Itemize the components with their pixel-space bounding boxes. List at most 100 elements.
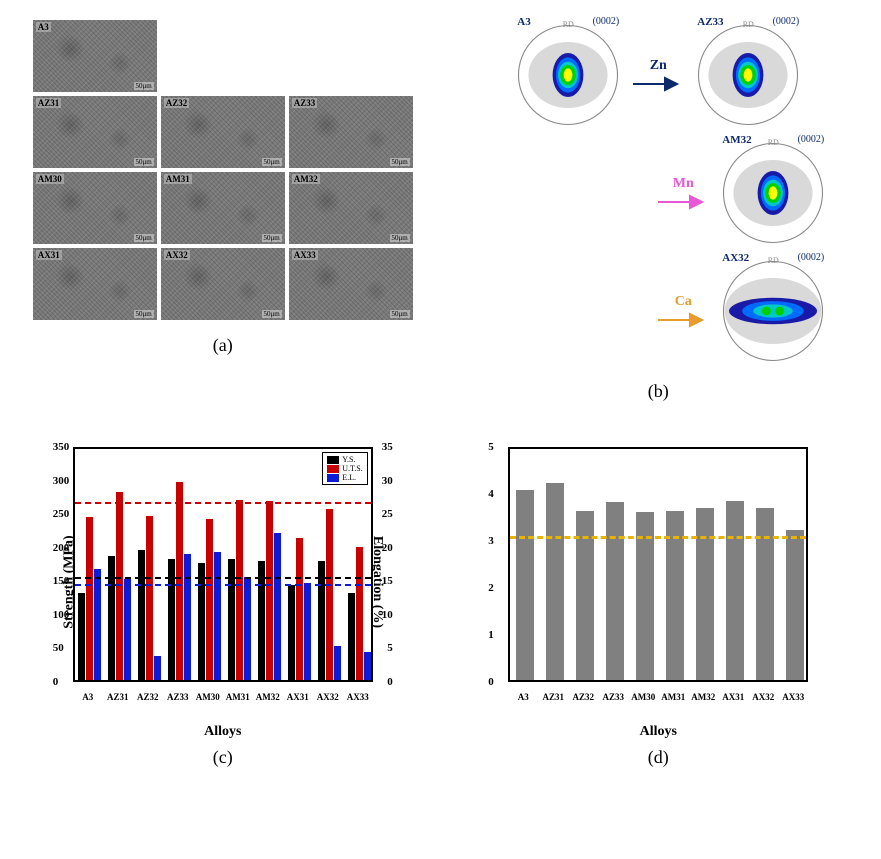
y-tick-left: 0 bbox=[53, 676, 59, 688]
y-tick-left: 50 bbox=[53, 642, 64, 654]
y-tick: 1 bbox=[488, 629, 494, 641]
erichsen-bar bbox=[756, 508, 774, 680]
micrograph-ax31: AX31 50μm bbox=[33, 248, 157, 320]
erichsen-chart: Erichsen Value (mm) Alloys 012345A3AZ31A… bbox=[458, 432, 858, 732]
arrow-icon bbox=[658, 194, 708, 210]
bar-uts bbox=[266, 501, 273, 680]
x-tick: AZ31 bbox=[107, 692, 129, 702]
x-tick: AZ33 bbox=[602, 692, 624, 702]
reference-line bbox=[75, 584, 371, 586]
y-tick: 5 bbox=[488, 441, 494, 453]
pole-svg bbox=[718, 138, 828, 248]
micrograph-label: AX31 bbox=[36, 250, 62, 260]
y-tick-right: 35 bbox=[382, 441, 393, 453]
x-tick: AZ32 bbox=[137, 692, 159, 702]
x-tick: A3 bbox=[518, 692, 529, 702]
bar-uts bbox=[146, 516, 153, 681]
rd-label: RD bbox=[563, 20, 574, 29]
erichsen-bar bbox=[726, 501, 744, 680]
x-tick: AM30 bbox=[631, 692, 655, 702]
micrograph-am30: AM3050μm bbox=[33, 172, 157, 244]
y-tick: 2 bbox=[488, 582, 494, 594]
element-text: Mn bbox=[673, 176, 694, 192]
x-tick: AM32 bbox=[256, 692, 280, 702]
bar-el bbox=[304, 583, 311, 680]
pole-row: CaAX32(0002)RD bbox=[468, 256, 848, 366]
pole-label: A3 bbox=[517, 16, 530, 28]
micrograph-label: AX33 bbox=[292, 250, 318, 260]
micrograph-ax33: AX3350μm bbox=[289, 248, 413, 320]
erichsen-bar bbox=[516, 490, 534, 680]
rd-label: RD bbox=[743, 20, 754, 29]
bar-uts bbox=[356, 547, 363, 680]
x-tick: AZ31 bbox=[542, 692, 564, 702]
micrograph-ax32: AX32 50μm bbox=[161, 248, 285, 320]
figure-grid: A350μmAZ3150μmAZ3250μmAZ3350μmAM3050μmAM… bbox=[20, 20, 861, 768]
x-tick: AX32 bbox=[317, 692, 339, 702]
bar-uts bbox=[206, 519, 213, 680]
scale-bar: 50μm bbox=[134, 310, 154, 318]
micrograph-a3: A350μm bbox=[33, 20, 157, 92]
y-tick-right: 30 bbox=[382, 475, 393, 487]
pole-figure-a3: A3(0002)RD bbox=[513, 20, 623, 130]
bar-ys bbox=[198, 563, 205, 681]
empty-cell bbox=[289, 20, 413, 92]
micrograph-az32: AZ3250μm bbox=[161, 96, 285, 168]
legend-text: E.L. bbox=[342, 473, 356, 482]
y-tick-left: 100 bbox=[53, 609, 70, 621]
y-tick: 4 bbox=[488, 488, 494, 500]
chart-d-plot-area bbox=[508, 447, 808, 682]
x-tick: AX32 bbox=[752, 692, 774, 702]
micrograph-az31: AZ31 50μm bbox=[33, 96, 157, 168]
bar-el bbox=[154, 656, 161, 680]
panel-d-label: (d) bbox=[648, 747, 669, 768]
scale-bar: 50μm bbox=[390, 158, 410, 166]
element-arrow-mn: Mn bbox=[658, 176, 708, 210]
panel-c: Strength (MPa) Elongation (%) Y.S.U.T.S.… bbox=[20, 432, 426, 768]
y-tick-right: 5 bbox=[387, 642, 393, 654]
y-tick-right: 0 bbox=[387, 676, 393, 688]
y-tick: 3 bbox=[488, 535, 494, 547]
micrograph-label: A3 bbox=[36, 22, 51, 32]
bar-uts bbox=[116, 492, 123, 680]
pole-label: AZ33 bbox=[697, 16, 723, 28]
panel-c-label: (c) bbox=[213, 747, 233, 768]
pole-label: AX32 bbox=[722, 252, 749, 264]
chart-c-plot-area: Y.S.U.T.S.E.L. bbox=[73, 447, 373, 682]
micrograph-label: AZ31 bbox=[36, 98, 62, 108]
reference-line bbox=[510, 536, 806, 539]
micrograph-label: AM30 bbox=[36, 174, 64, 184]
scale-bar: 50μm bbox=[262, 234, 282, 242]
x-tick: AX31 bbox=[722, 692, 744, 702]
erichsen-bar bbox=[546, 483, 564, 680]
scale-bar: 50μm bbox=[134, 158, 154, 166]
micrograph-label: AZ32 bbox=[164, 98, 190, 108]
element-arrow-ca: Ca bbox=[658, 294, 708, 328]
strength-chart: Strength (MPa) Elongation (%) Y.S.U.T.S.… bbox=[23, 432, 423, 732]
miller-index: (0002) bbox=[798, 252, 825, 263]
micrograph-label: AX32 bbox=[164, 250, 190, 260]
bar-uts bbox=[296, 538, 303, 680]
x-axis-label-c: Alloys bbox=[204, 724, 241, 740]
bar-uts bbox=[236, 500, 243, 680]
x-tick: AZ32 bbox=[572, 692, 594, 702]
legend-swatch bbox=[327, 465, 339, 473]
miller-index: (0002) bbox=[798, 134, 825, 145]
arrow-icon bbox=[633, 76, 683, 92]
y-tick-left: 350 bbox=[53, 441, 70, 453]
x-axis-label-d: Alloys bbox=[640, 724, 677, 740]
bar-el bbox=[334, 646, 341, 680]
x-tick: AX33 bbox=[782, 692, 804, 702]
erichsen-bar bbox=[696, 508, 714, 680]
bar-el bbox=[364, 652, 371, 680]
scale-bar: 50μm bbox=[262, 310, 282, 318]
bar-uts bbox=[326, 509, 333, 680]
y-tick-left: 150 bbox=[53, 575, 70, 587]
micrograph-label: AM31 bbox=[164, 174, 192, 184]
micrograph-am32: AM3250μm bbox=[289, 172, 413, 244]
bar-el bbox=[244, 577, 251, 680]
empty-cell bbox=[161, 20, 285, 92]
legend-item: E.L. bbox=[327, 473, 363, 482]
bar-uts bbox=[86, 517, 93, 680]
scale-bar: 50μm bbox=[390, 234, 410, 242]
